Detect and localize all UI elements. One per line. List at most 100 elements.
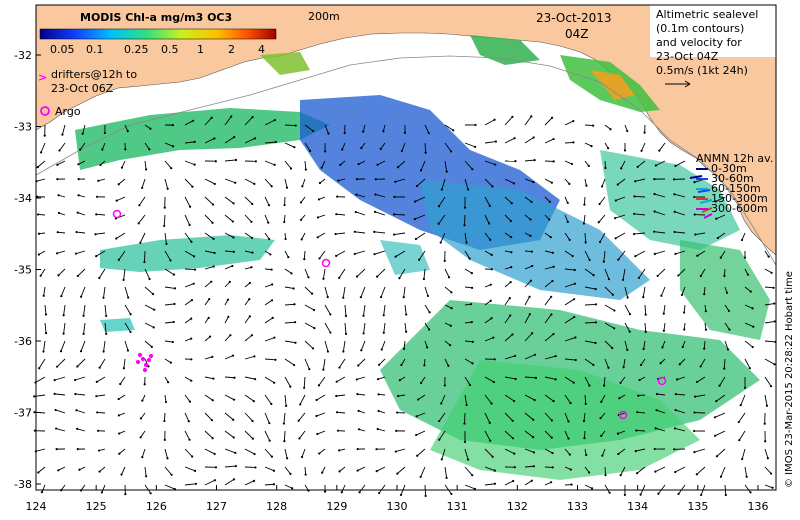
velocity-arrow: [164, 340, 173, 343]
velocity-arrow: [357, 393, 366, 396]
velocity-arrow: [337, 411, 346, 414]
velocity-arrow: [524, 412, 534, 421]
velocity-arrow: [324, 322, 331, 333]
velocity-arrow: [264, 448, 273, 457]
velocity-arrow: [264, 299, 273, 306]
velocity-arrow-head: [440, 188, 443, 191]
velocity-arrow-head: [493, 358, 496, 361]
velocity-arrow: [464, 178, 469, 190]
velocity-arrow: [98, 178, 106, 182]
velocity-arrow-head: [190, 240, 193, 243]
x-tick-label: 132: [507, 500, 528, 513]
velocity-arrow: [415, 430, 426, 436]
velocity-arrow-head: [318, 257, 321, 260]
velocity-arrow-head: [126, 349, 130, 352]
velocity-arrow: [618, 448, 626, 455]
velocity-arrow: [716, 448, 726, 457]
velocity-arrow-head: [465, 403, 468, 407]
velocity-arrow: [524, 376, 536, 379]
velocity-arrow: [604, 340, 613, 349]
velocity-arrow: [658, 142, 666, 151]
velocity-arrow-head: [634, 180, 637, 183]
velocity-arrow-head: [594, 303, 598, 306]
velocity-arrow-head: [655, 409, 658, 412]
velocity-arrow-head: [510, 266, 513, 269]
argo-float-marker[interactable]: [618, 410, 628, 420]
velocity-arrow-head: [588, 471, 591, 474]
velocity-arrow: [77, 358, 86, 367]
velocity-arrow-head: [554, 378, 557, 381]
velocity-arrow: [674, 193, 686, 198]
velocity-arrow-head: [208, 335, 212, 338]
velocity-arrow-head: [655, 392, 659, 396]
velocity-arrow-head: [510, 202, 513, 205]
velocity-arrow-head: [548, 218, 551, 221]
velocity-arrow-head: [271, 283, 274, 286]
velocity-arrow-head: [493, 118, 496, 121]
velocity-arrow-head: [428, 328, 431, 331]
velocity-arrow: [656, 393, 666, 396]
argo-float-marker[interactable]: [321, 258, 331, 268]
velocity-arrow-head: [494, 140, 498, 143]
velocity-arrow: [464, 160, 473, 170]
velocity-arrow-head: [552, 265, 555, 268]
velocity-arrow: [620, 466, 626, 476]
velocity-arrow-head: [36, 166, 39, 169]
velocity-arrow-head: [572, 298, 576, 301]
velocity-arrow-head: [357, 364, 360, 367]
velocity-arrow-head: [268, 439, 271, 442]
velocity-arrow: [420, 376, 426, 384]
drifters-legend-line1: drifters@12h to: [51, 68, 137, 81]
velocity-arrow-head: [321, 471, 324, 474]
chlorophyll-patches: [75, 35, 770, 480]
velocity-arrow-head: [55, 252, 59, 255]
velocity-arrow-head: [324, 150, 327, 153]
argo-float-marker[interactable]: [112, 209, 122, 219]
velocity-arrow: [264, 466, 275, 472]
velocity-arrow-head: [232, 418, 235, 421]
velocity-arrow: [60, 286, 66, 297]
velocity-arrow: [544, 355, 556, 360]
velocity-arrow-head: [231, 354, 235, 357]
velocity-arrow-head: [207, 316, 210, 319]
velocity-arrow-head: [81, 132, 84, 135]
velocity-arrow-head: [583, 203, 586, 206]
velocity-arrow-head: [438, 438, 441, 441]
velocity-arrow: [583, 196, 586, 205]
velocity-arrow-head: [450, 307, 453, 310]
velocity-arrow-head: [33, 411, 36, 414]
velocity-arrow: [415, 232, 426, 240]
velocity-arrow-head: [617, 452, 620, 456]
velocity-arrow-head: [210, 116, 213, 119]
velocity-arrow-head: [415, 184, 419, 188]
velocity-arrow: [584, 286, 596, 290]
velocity-arrow: [397, 466, 406, 474]
velocity-arrow: [164, 268, 175, 276]
velocity-arrow: [564, 250, 573, 257]
altimetry-legend-line: Altimetric sealevel: [656, 8, 758, 21]
velocity-arrow: [335, 232, 346, 235]
velocity-arrow-head: [585, 184, 588, 187]
velocity-arrow: [164, 358, 172, 364]
velocity-arrow: [358, 410, 366, 414]
velocity-arrow-head: [230, 115, 233, 118]
velocity-arrow-head: [743, 256, 747, 259]
velocity-arrow-head: [737, 420, 740, 424]
velocity-arrow: [654, 231, 666, 234]
velocity-arrow: [63, 322, 66, 334]
velocity-arrow: [339, 358, 346, 368]
velocity-arrow-head: [568, 453, 571, 456]
velocity-arrow: [615, 196, 626, 201]
velocity-arrow-head: [82, 332, 85, 336]
anmn-legend-title: ANMN 12h av.: [696, 152, 773, 165]
argo-float-marker[interactable]: [657, 376, 667, 386]
velocity-arrow: [342, 286, 346, 298]
velocity-arrow: [184, 141, 195, 144]
velocity-arrow: [544, 232, 552, 238]
velocity-arrow-head: [751, 345, 754, 349]
velocity-arrow: [424, 142, 427, 153]
velocity-arrow: [357, 358, 366, 366]
velocity-arrow-head: [607, 366, 610, 369]
velocity-arrow-head: [529, 234, 532, 237]
velocity-arrow: [284, 178, 288, 188]
